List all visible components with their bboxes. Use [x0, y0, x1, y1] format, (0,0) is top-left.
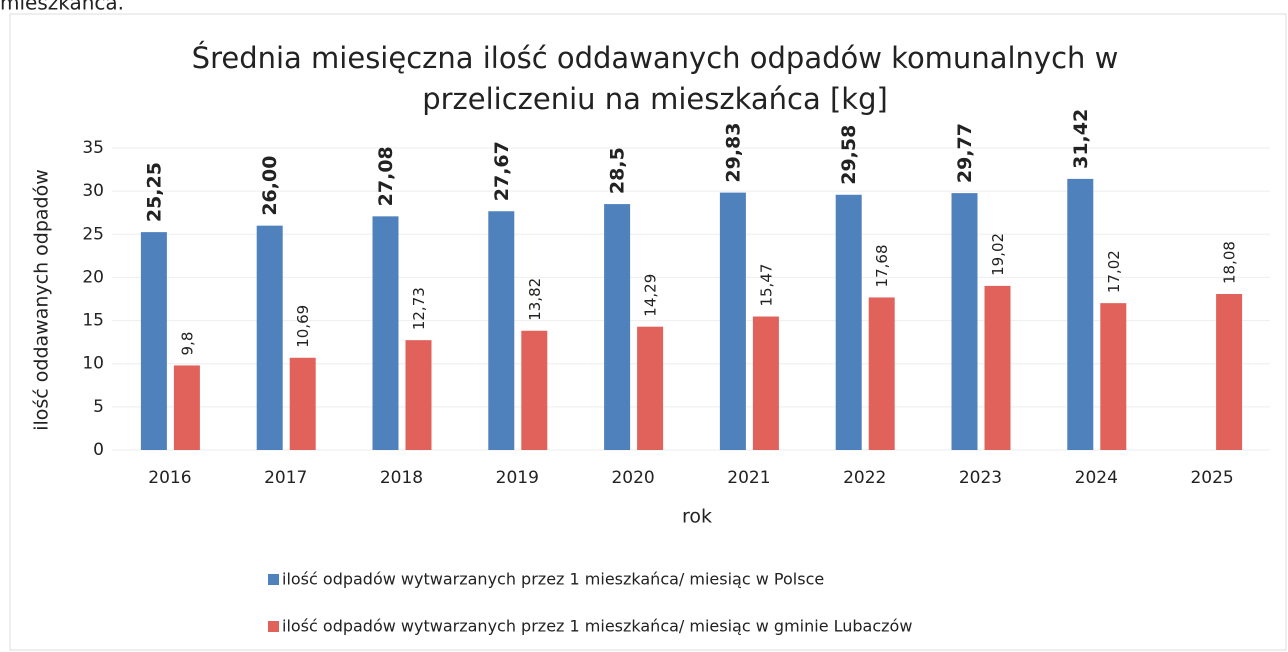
y-tick-label: 20: [82, 267, 104, 287]
chart-title: Średnia miesięczna ilość oddawanych odpa…: [192, 41, 1119, 75]
y-tick-label: 10: [82, 354, 104, 374]
y-tick-label: 30: [82, 181, 104, 201]
bar: [604, 204, 631, 450]
header-fragment: mieszkańca.: [0, 0, 124, 15]
value-label: 28,5: [607, 147, 629, 194]
bar: [1067, 178, 1094, 450]
x-tick-label: 2020: [611, 468, 654, 488]
y-tick-label: 5: [93, 397, 104, 417]
bar: [984, 285, 1011, 450]
value-label: 15,47: [757, 264, 775, 307]
bar: [256, 225, 283, 450]
bar: [835, 194, 862, 450]
legend-swatch: [268, 574, 279, 585]
legend-swatch: [268, 621, 279, 632]
x-tick-label: 2017: [264, 468, 307, 488]
x-tick-label: 2019: [496, 468, 539, 488]
value-label: 9,8: [178, 332, 196, 356]
value-label: 26,00: [259, 156, 281, 216]
y-tick-label: 25: [82, 224, 104, 244]
legend-label: ilość odpadów wytwarzanych przez 1 miesz…: [282, 570, 824, 589]
value-label: 13,82: [526, 278, 544, 321]
value-label: 14,29: [642, 274, 660, 317]
bar: [372, 216, 399, 450]
x-tick-label: 2025: [1190, 468, 1233, 488]
value-label: 25,25: [143, 162, 165, 222]
bar: [1216, 293, 1243, 450]
value-label: 12,73: [410, 287, 428, 330]
value-label: 17,02: [1105, 250, 1123, 293]
y-tick-label: 0: [93, 440, 104, 460]
bar: [173, 365, 200, 450]
bar: [405, 340, 432, 450]
bar: [521, 330, 548, 450]
value-label: 10,69: [294, 305, 312, 348]
bar: [140, 232, 167, 450]
bar: [951, 193, 978, 450]
value-label: 29,83: [722, 123, 744, 183]
value-label: 27,08: [375, 146, 397, 206]
x-tick-label: 2024: [1075, 468, 1118, 488]
value-label: 31,42: [1070, 109, 1092, 169]
value-label: 29,77: [954, 123, 976, 183]
bar: [637, 326, 664, 450]
x-tick-label: 2018: [380, 468, 423, 488]
y-tick-label: 15: [82, 311, 104, 331]
value-label: 29,58: [838, 125, 860, 185]
chart-title: przeliczeniu na mieszkańca [kg]: [422, 82, 888, 116]
value-label: 27,67: [491, 141, 513, 201]
chart-frame: [9, 13, 1287, 651]
bar: [752, 316, 779, 450]
x-tick-label: 2023: [959, 468, 1002, 488]
bar: [719, 192, 746, 450]
value-label: 18,08: [1221, 241, 1239, 284]
value-label: 19,02: [989, 233, 1007, 276]
legend-label: ilość odpadów wytwarzanych przez 1 miesz…: [282, 617, 912, 636]
bar: [1100, 303, 1127, 450]
x-tick-label: 2016: [148, 468, 191, 488]
bar: [488, 211, 515, 450]
value-label: 17,68: [873, 244, 891, 287]
x-tick-label: 2022: [843, 468, 886, 488]
y-axis-label: ilość oddawanych odpadów: [31, 169, 53, 431]
bar: [868, 297, 895, 450]
bar: [289, 357, 316, 450]
x-axis-label: rok: [682, 506, 712, 528]
y-tick-label: 35: [82, 138, 104, 158]
x-tick-label: 2021: [727, 468, 770, 488]
